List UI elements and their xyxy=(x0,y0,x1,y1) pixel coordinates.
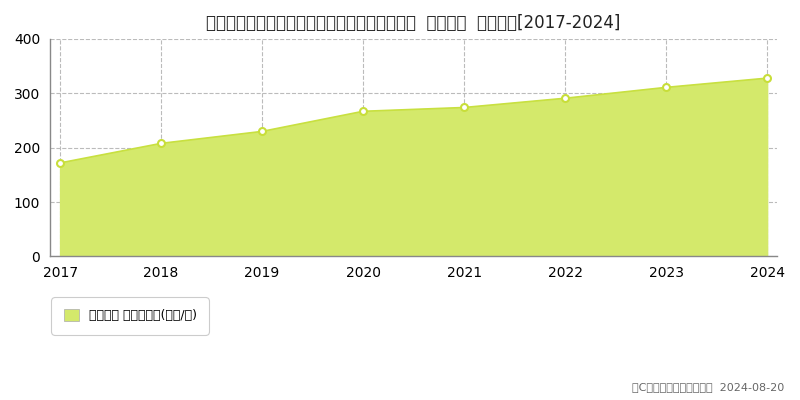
Text: （C）土地価格ドットコム  2024-08-20: （C）土地価格ドットコム 2024-08-20 xyxy=(632,382,784,392)
Title: 北海道札幌市中央区大通西１８丁目１番２９外  地価公示  地価推移[2017-2024]: 北海道札幌市中央区大通西１８丁目１番２９外 地価公示 地価推移[2017-202… xyxy=(206,14,621,32)
Legend: 地価公示 平均坪単価(万円/坪): 地価公示 平均坪単価(万円/坪) xyxy=(56,302,204,330)
